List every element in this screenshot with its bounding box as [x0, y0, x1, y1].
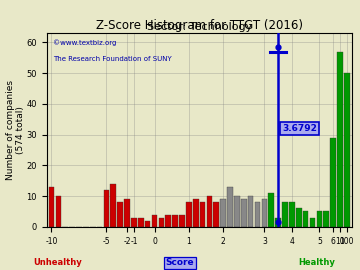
Bar — [200, 202, 206, 227]
Bar — [269, 193, 274, 227]
Bar — [227, 187, 233, 227]
Bar — [316, 211, 322, 227]
Text: Sector: Technology: Sector: Technology — [147, 22, 252, 32]
Text: Score: Score — [166, 258, 194, 267]
Bar — [166, 215, 171, 227]
Text: 3.6792: 3.6792 — [282, 124, 317, 133]
Bar — [248, 196, 253, 227]
Bar — [282, 202, 288, 227]
Bar — [145, 221, 150, 227]
Bar — [111, 184, 116, 227]
Bar — [220, 199, 226, 227]
Text: Unhealthy: Unhealthy — [33, 258, 82, 267]
Bar — [296, 208, 302, 227]
Title: Z-Score Histogram for TTGT (2016): Z-Score Histogram for TTGT (2016) — [96, 19, 303, 32]
Bar — [234, 196, 240, 227]
Bar — [152, 215, 157, 227]
Bar — [330, 138, 336, 227]
Bar — [158, 218, 164, 227]
Bar — [172, 215, 178, 227]
Bar — [207, 196, 212, 227]
Bar — [193, 199, 198, 227]
Y-axis label: Number of companies
(574 total): Number of companies (574 total) — [5, 80, 25, 180]
Bar — [289, 202, 295, 227]
Bar — [337, 52, 343, 227]
Bar — [179, 215, 185, 227]
Bar — [117, 202, 123, 227]
Text: Healthy: Healthy — [298, 258, 335, 267]
Text: ©www.textbiz.org: ©www.textbiz.org — [53, 39, 116, 46]
Bar — [138, 218, 144, 227]
Bar — [241, 199, 247, 227]
Bar — [255, 202, 260, 227]
Bar — [303, 211, 309, 227]
Text: The Research Foundation of SUNY: The Research Foundation of SUNY — [53, 56, 171, 62]
Bar — [131, 218, 137, 227]
Bar — [213, 202, 219, 227]
Bar — [124, 199, 130, 227]
Bar — [310, 218, 315, 227]
Bar — [49, 187, 54, 227]
Bar — [275, 218, 281, 227]
Bar — [104, 190, 109, 227]
Bar — [262, 199, 267, 227]
Bar — [323, 211, 329, 227]
Bar — [186, 202, 192, 227]
Bar — [55, 196, 61, 227]
Bar — [344, 73, 350, 227]
